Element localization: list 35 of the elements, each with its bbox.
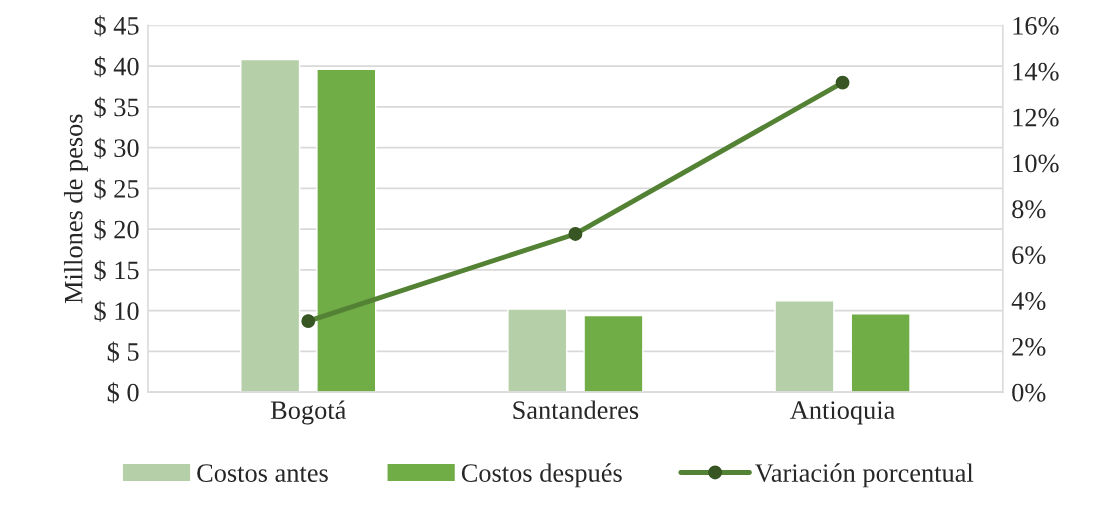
bar bbox=[774, 300, 835, 393]
x-tick-label: Santanderes bbox=[513, 400, 639, 420]
bar bbox=[583, 314, 644, 393]
y-axis-title: Millones de pesos bbox=[63, 114, 88, 304]
legend-label: Costos antes bbox=[197, 464, 328, 482]
y-tick-label: $ 25 bbox=[94, 178, 139, 200]
point bbox=[568, 227, 583, 241]
y2-tick-label: 12% bbox=[1013, 108, 1059, 127]
y2-tick-label: 4% bbox=[1011, 292, 1046, 310]
y-tick-label: $ 45 bbox=[94, 15, 139, 37]
y-tick-label: $ 40 bbox=[94, 56, 139, 78]
y2-tick-label: 0% bbox=[1012, 383, 1046, 402]
y-tick-label: $ 20 bbox=[94, 219, 139, 241]
y2-tick-label: 10% bbox=[1013, 154, 1059, 173]
x-tick-label: Antioquia bbox=[790, 401, 895, 425]
legend-label: Variación porcentual bbox=[755, 463, 974, 488]
bar bbox=[850, 313, 911, 393]
y-tick-label: $ 0 bbox=[107, 382, 139, 404]
x-tick-label: Bogotá bbox=[270, 400, 346, 425]
point bbox=[835, 75, 850, 90]
y2-tick-label: 6% bbox=[1012, 246, 1046, 265]
y-tick-label: $ 35 bbox=[94, 96, 139, 118]
y-tick-label: $ 30 bbox=[94, 137, 139, 159]
y2-tick-label: 16% bbox=[1013, 16, 1059, 35]
y-tick-label: $ 5 bbox=[107, 341, 139, 363]
y-tick-label: $ 15 bbox=[94, 259, 139, 282]
bar bbox=[240, 58, 301, 393]
point bbox=[301, 314, 316, 329]
bar bbox=[507, 308, 568, 393]
y2-tick-label: 8% bbox=[1012, 200, 1046, 219]
y2-tick-label: 2% bbox=[1012, 337, 1046, 356]
y2-tick-label: 14% bbox=[1013, 62, 1059, 81]
bar bbox=[316, 68, 377, 393]
y-tick-label: $ 10 bbox=[94, 300, 139, 322]
legend-label: Costos después bbox=[461, 463, 622, 488]
